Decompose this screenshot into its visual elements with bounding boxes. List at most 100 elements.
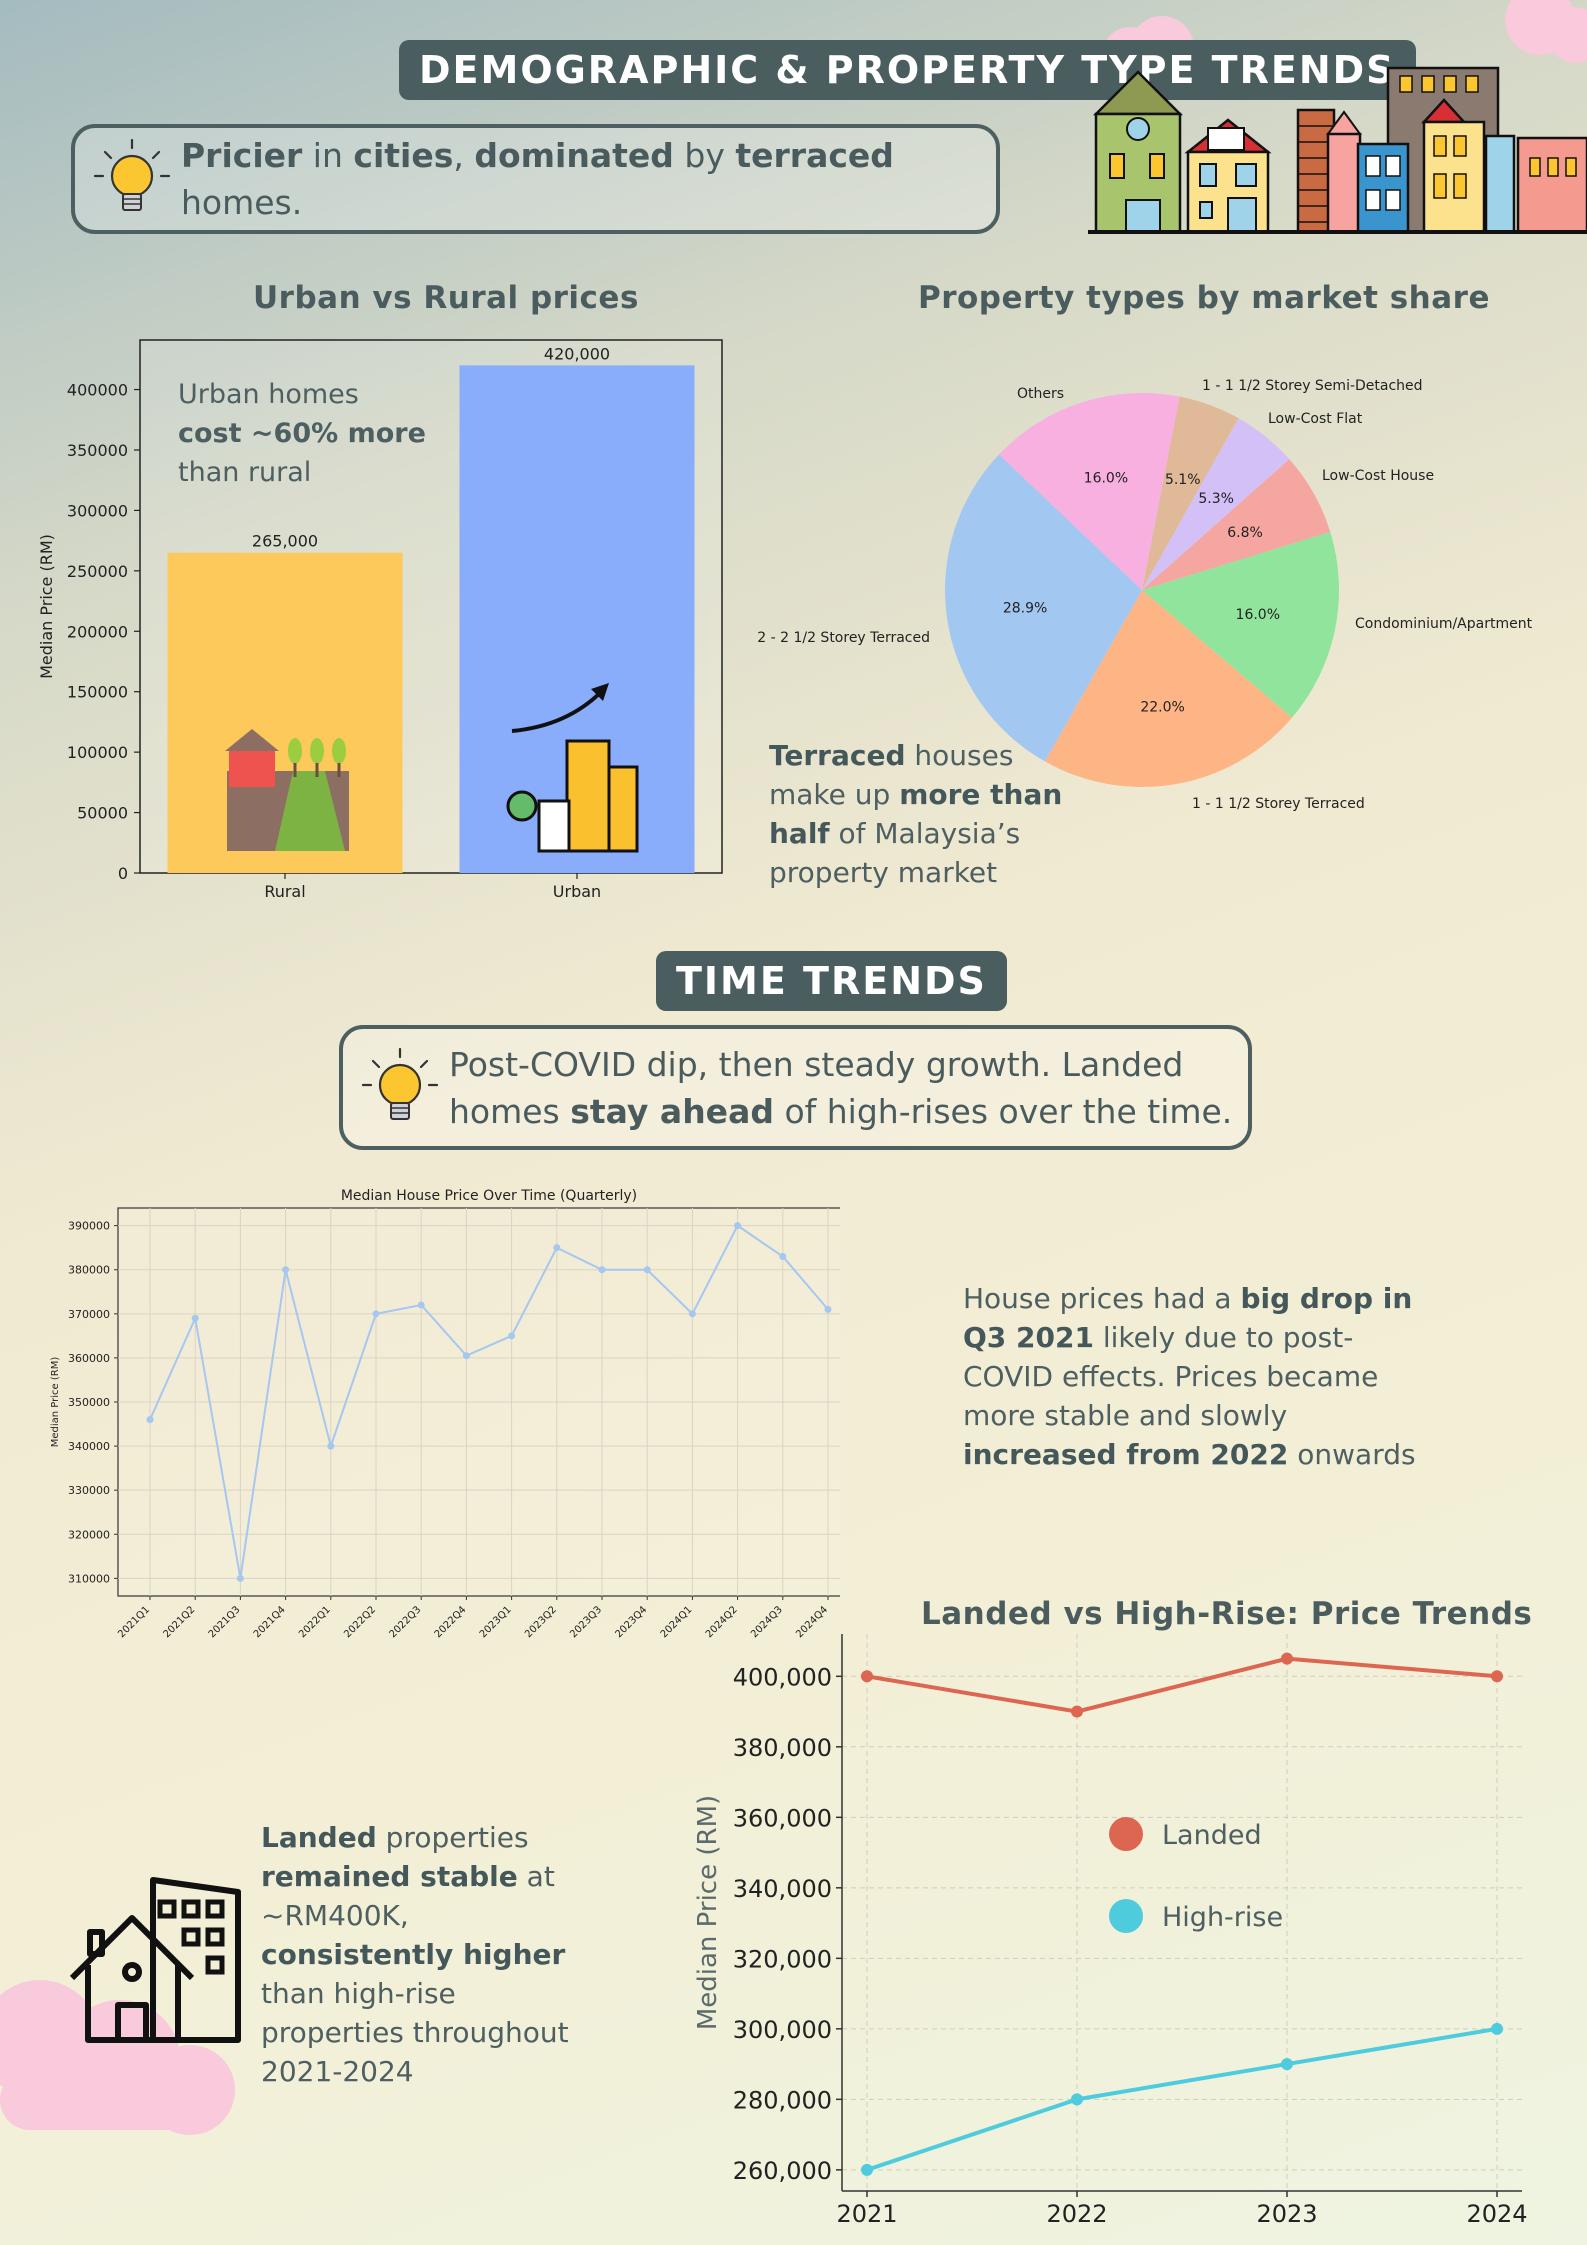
y-tick-label: 400000 <box>67 381 128 400</box>
legend-marker <box>1109 1817 1143 1851</box>
city-house <box>537 799 571 853</box>
y-tick-label: 380,000 <box>733 1734 832 1762</box>
y-tick-label: 340,000 <box>733 1875 832 1903</box>
pie-pct-label: 16.0% <box>1236 607 1280 623</box>
y-tick-label: 350000 <box>68 1396 110 1409</box>
tree-trunk <box>293 763 297 777</box>
y-tick-label: 320,000 <box>733 1945 832 1973</box>
data-point <box>508 1332 516 1340</box>
text-segment: onwards <box>1288 1438 1416 1471</box>
y-axis-label: Median Price (RM) <box>693 1795 723 2030</box>
insight-text-time-trends: Post-COVID dip, then steady growth. Land… <box>449 1041 1239 1135</box>
text-segment: likely due to post-COVID effects. Prices… <box>963 1321 1379 1432</box>
quarterly-price-chart: Median House Price Over Time (Quarterly)… <box>50 1188 840 1640</box>
quarterly-note: House prices had a big drop in Q3 2021 l… <box>963 1279 1433 1474</box>
y-tick-label: 0 <box>118 864 128 883</box>
y-tick-label: 360000 <box>68 1352 110 1365</box>
text-segment: houses make up <box>769 739 1014 811</box>
text-segment: of high-rises over the time. <box>773 1091 1233 1131</box>
x-tick-label: 2023Q4 <box>613 1604 649 1640</box>
x-tick-label: 2021Q2 <box>161 1604 197 1640</box>
text-segment: Terraced <box>769 739 906 772</box>
text-segment: at ~RM400K, <box>261 1860 555 1932</box>
x-tick-label: 2022 <box>1046 2200 1107 2228</box>
y-tick-label: 380000 <box>68 1264 110 1277</box>
y-tick-label: 350000 <box>67 441 128 460</box>
farm-roof <box>225 729 279 751</box>
x-tick-label: Urban <box>553 882 601 901</box>
farm-barn <box>229 751 275 787</box>
data-point <box>417 1301 425 1309</box>
y-tick-label: 150000 <box>67 683 128 702</box>
x-tick-label: 2023 <box>1256 2200 1317 2228</box>
text-segment: than high-rise properties throughout 202… <box>261 1977 569 2088</box>
x-tick-label: 2023Q3 <box>568 1604 604 1640</box>
price-line <box>149 1224 829 1579</box>
data-point <box>734 1222 742 1230</box>
data-point <box>327 1442 335 1450</box>
x-tick-label: 2022Q1 <box>297 1604 333 1640</box>
text-segment: House prices had a <box>963 1282 1241 1315</box>
insight-box-time-trends: Post-COVID dip, then steady growth. Land… <box>339 1025 1252 1150</box>
text-segment: remained stable <box>261 1860 518 1893</box>
data-point <box>372 1310 380 1318</box>
city-growth-icon <box>565 739 611 853</box>
series-line-high-rise <box>866 2026 1498 2172</box>
text-segment: Landed <box>261 1821 377 1854</box>
city-tree <box>506 790 538 822</box>
pie-pct-label: 5.1% <box>1165 472 1201 488</box>
pie-slice-label: 1 - 1 1/2 Storey Semi-Detached <box>1202 378 1423 394</box>
tree-trunk <box>315 763 319 777</box>
text-segment: in <box>302 136 354 175</box>
urban-note-line: Urban homes <box>178 379 359 410</box>
data-point <box>861 2163 873 2176</box>
text-segment: increased from 2022 <box>963 1438 1289 1471</box>
x-tick-label: Rural <box>264 882 305 901</box>
y-tick-label: 360,000 <box>733 1804 832 1832</box>
pie-slice <box>1142 418 1290 590</box>
pie-slice <box>999 393 1180 590</box>
text-segment: stay ahead <box>570 1091 774 1131</box>
data-point <box>236 1574 244 1582</box>
y-axis-label: Median Price (RM) <box>37 534 56 679</box>
section-banner-time-trends: TIME TRENDS <box>656 951 1007 1011</box>
legend-label: High-rise <box>1162 1902 1283 1933</box>
pie-pct-label: 28.9% <box>1003 600 1047 616</box>
urban-rural-title: Urban vs Rural prices <box>253 280 639 316</box>
x-tick-label: 2024 <box>1466 2200 1527 2228</box>
bar-value-label: 265,000 <box>252 532 318 551</box>
text-segment: consistently higher <box>261 1938 566 1971</box>
tree-trunk <box>337 763 341 777</box>
y-tick-label: 310000 <box>68 1572 110 1585</box>
x-tick-label: 2023Q1 <box>478 1604 514 1640</box>
data-point <box>688 1310 696 1318</box>
text-segment: dominated <box>474 136 674 175</box>
urban-note: Urban homes cost ~60% more than rural <box>178 379 426 488</box>
data-point <box>643 1266 651 1274</box>
growth-arrow <box>511 689 604 733</box>
data-point <box>1071 1705 1083 1718</box>
pie-pct-label: 6.8% <box>1227 525 1263 541</box>
pie-slice-label: Low-Cost House <box>1322 468 1434 484</box>
urban-rural-bar-chart: 0 50000 100000 150000 200000 250000 300000 3500… <box>37 339 723 901</box>
property-types-pie-chart: 5.1% 1 - 1 1/2 Storey Semi-Detached 5.3% Lo… <box>757 378 1532 812</box>
tree <box>310 738 324 764</box>
x-tick-label: 2022Q4 <box>433 1604 469 1640</box>
pie-slice <box>1044 590 1293 787</box>
text-segment: big drop in Q3 2021 <box>963 1282 1413 1354</box>
x-tick-label: 2023Q2 <box>523 1604 559 1640</box>
chart-title: Median House Price Over Time (Quarterly) <box>341 1188 637 1204</box>
text-segment: properties <box>376 1821 529 1854</box>
text-segment: by <box>673 136 736 175</box>
section-banner-demographic: DEMOGRAPHIC & PROPERTY TYPE TRENDS <box>399 40 1416 100</box>
pie-pct-label: 5.3% <box>1198 491 1234 507</box>
insight-box-demographic: Pricier in cities, dominated by terraced… <box>71 124 1000 234</box>
y-tick-label: 340000 <box>68 1440 110 1453</box>
text-segment: of Malaysia’s property market <box>769 817 1021 889</box>
legend-label: Landed <box>1162 1820 1262 1851</box>
landed-note: Landed properties remained stable at ~RM… <box>261 1818 601 2091</box>
landed-vs-highrise-chart: 260,000 280,000 300,000 320,000 340,000 360,0… <box>693 1634 1528 2228</box>
x-tick-label: 2021Q4 <box>252 1604 288 1640</box>
data-point <box>861 1670 873 1683</box>
lightbulb-icon <box>361 1047 439 1120</box>
